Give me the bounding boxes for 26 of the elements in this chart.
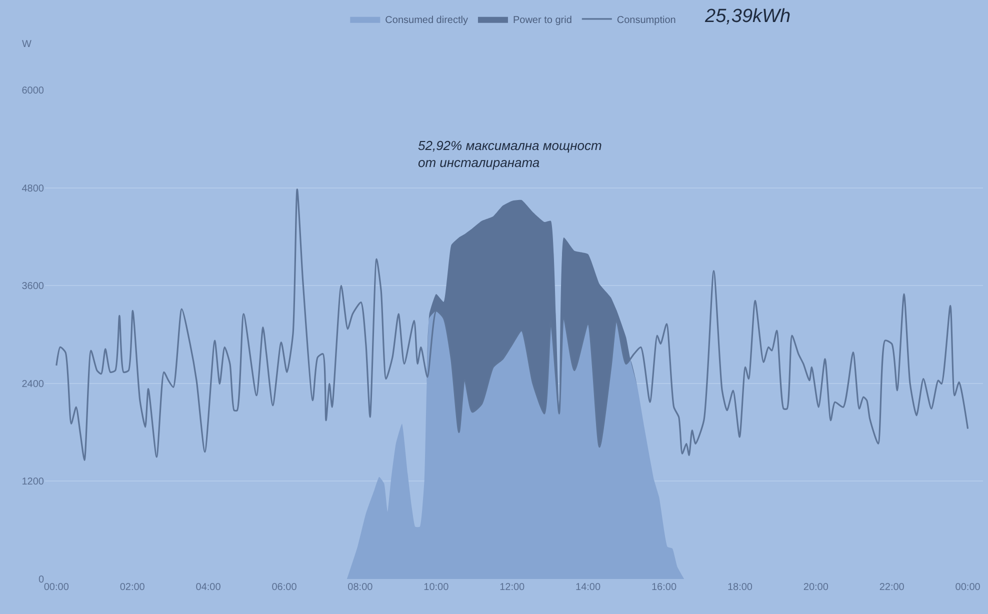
text: 25,39kWh bbox=[704, 6, 791, 27]
x-tick-label: 12:00 bbox=[500, 582, 526, 593]
x-tick-label: 10:00 bbox=[424, 582, 450, 593]
x-tick-label: 14:00 bbox=[576, 582, 601, 593]
y-tick-label: 2400 bbox=[22, 378, 44, 390]
y-tick-label: 1200 bbox=[22, 476, 44, 488]
x-tick-label: 00:00 bbox=[955, 582, 981, 593]
line-series bbox=[56, 188, 969, 462]
y-axis-title: W bbox=[22, 39, 32, 50]
x-tick-label: 06:00 bbox=[272, 582, 298, 593]
x-tick-label: 08:00 bbox=[348, 582, 374, 593]
y-tick-label: 3600 bbox=[22, 281, 44, 292]
y-tick-label: 4800 bbox=[22, 183, 44, 194]
legend-label: Consumption bbox=[616, 14, 676, 26]
x-tick-label: 00:00 bbox=[44, 582, 70, 593]
annotation: 52,92% максимална мощност от инсталираната bbox=[418, 138, 602, 170]
x-tick-label: 18:00 bbox=[727, 582, 753, 593]
y-tick-label: 6000 bbox=[22, 86, 44, 96]
legend-label: Power to grid bbox=[512, 14, 572, 26]
x-tick-label: 02:00 bbox=[120, 582, 146, 593]
x-tick-label: 04:00 bbox=[196, 582, 222, 593]
x-tick-label: 20:00 bbox=[803, 582, 829, 593]
y-tick-label: 0 bbox=[38, 574, 44, 586]
x-tick-label: 22:00 bbox=[879, 582, 905, 593]
legend-label: Consumed directly bbox=[385, 14, 468, 26]
x-tick-label: 16:00 bbox=[651, 582, 677, 593]
